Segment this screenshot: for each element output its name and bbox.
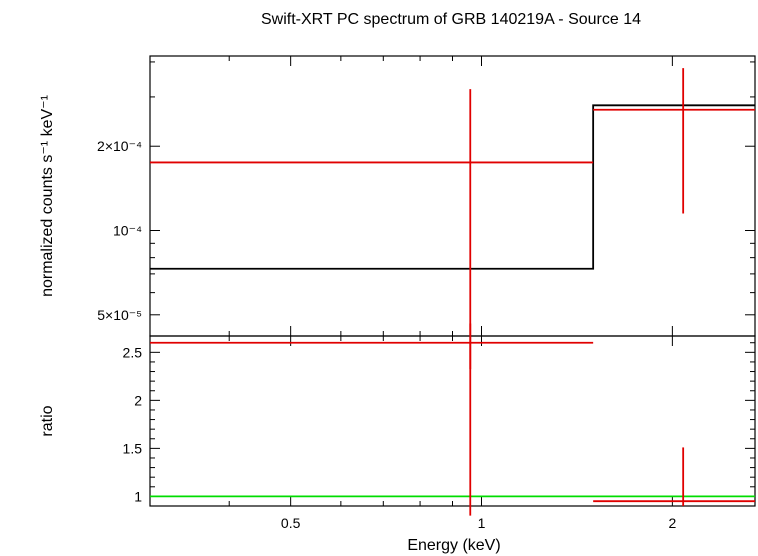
chart-title: Swift-XRT PC spectrum of GRB 140219A - S… [261, 11, 641, 28]
x-tick-label: 1 [478, 515, 486, 531]
spectrum-frame [149, 55, 756, 337]
spectrum-y-tick-label: 5×10⁻⁵ [97, 307, 142, 323]
x-axis-label: Energy (keV) [407, 537, 500, 554]
ratio-panel: 0.5 1 2 1 1.5 2 2.5 ratio Energy (keV) [39, 323, 756, 554]
ratio-y-tick-label: 1 [134, 488, 142, 504]
x-tick-label: 2 [668, 515, 676, 531]
x-tick-label: 0.5 [281, 515, 301, 531]
spectrum-ticks: 5×10⁻⁵ 10⁻⁴ 2×10⁻⁴ [97, 56, 755, 336]
model-step-line [150, 104, 755, 270]
ratio-series [150, 323, 755, 516]
ratio-ylabel: ratio [39, 405, 56, 436]
spectrum-panel: 5×10⁻⁵ 10⁻⁴ 2×10⁻⁴ normalized counts s⁻¹ k… [39, 55, 756, 370]
ratio-y-tick-label: 1.5 [123, 440, 143, 456]
spectrum-y-tick-label: 2×10⁻⁴ [97, 138, 142, 154]
ratio-y-tick-label: 2 [134, 392, 142, 408]
ratio-frame [149, 335, 756, 507]
ratio-ticks: 0.5 1 2 1 1.5 2 2.5 [123, 336, 755, 531]
spectrum-ylabel: normalized counts s⁻¹ keV⁻¹ [39, 95, 56, 297]
ratio-y-tick-label: 2.5 [123, 344, 143, 360]
spectrum-y-tick-label: 10⁻⁴ [113, 223, 142, 239]
spectrum-series [150, 68, 755, 370]
